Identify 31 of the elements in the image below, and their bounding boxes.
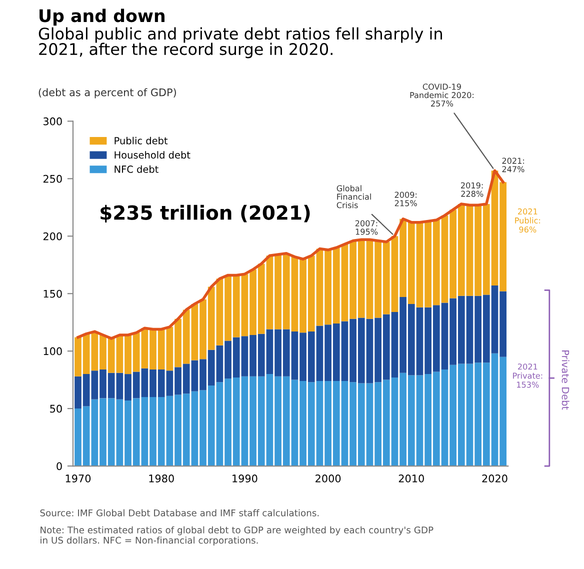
- legend-label: NFC debt: [114, 165, 158, 173]
- x-tick-label: 1970: [66, 474, 91, 482]
- x-tick-label: 1980: [149, 474, 174, 482]
- text: Note: The estimated ratios of global debt to GDP are weighted by each country's GDP in US dollars. NFC = Non-financial corporations.: [40, 526, 434, 546]
- y-tick-label: 50: [50, 404, 62, 413]
- annotation: 2007: 195%: [355, 220, 378, 235]
- text: Private Debt: [562, 350, 570, 410]
- y-tick-label: 300: [43, 117, 62, 126]
- y-tick-label: 150: [44, 290, 62, 298]
- y-tick-label: 250: [43, 174, 62, 183]
- annotation: 2019: 228%: [461, 182, 484, 197]
- chart-subtitle: Global public and private debt ratios fell sharply in 2021, after the record surge in 2020.: [38, 27, 442, 58]
- x-tick-label: 2000: [316, 474, 341, 482]
- y-tick-label: 100: [44, 347, 62, 356]
- legend-label: Household debt: [114, 151, 190, 159]
- text: 2021 Public: 96%: [515, 208, 540, 233]
- chart-title: Up and down: [40, 8, 164, 26]
- x-tick-label: 2020: [482, 474, 508, 482]
- annotation: Global Financial Crisis: [336, 185, 371, 208]
- y-axis-title: (debt as a percent of GDP): [38, 88, 176, 98]
- y-tick-label: 200: [43, 232, 62, 240]
- annotation: COVID-19 Pandemic 2020: 257%: [410, 84, 474, 107]
- x-tick-label: 1990: [232, 474, 258, 482]
- x-tick-label: 2010: [398, 474, 424, 482]
- legend-label: Public debt: [114, 136, 168, 144]
- source-note: Source: IMF Global Debt Database and IMF staff calculations.: [40, 509, 319, 516]
- annotation: $235 trillion (2021): [100, 204, 310, 223]
- y-tick-label: 0: [56, 462, 62, 470]
- text: 2021 Private: 153%: [513, 364, 542, 388]
- annotation: 2009: 215%: [394, 192, 417, 206]
- annotation: 2021: 247%: [502, 158, 524, 172]
